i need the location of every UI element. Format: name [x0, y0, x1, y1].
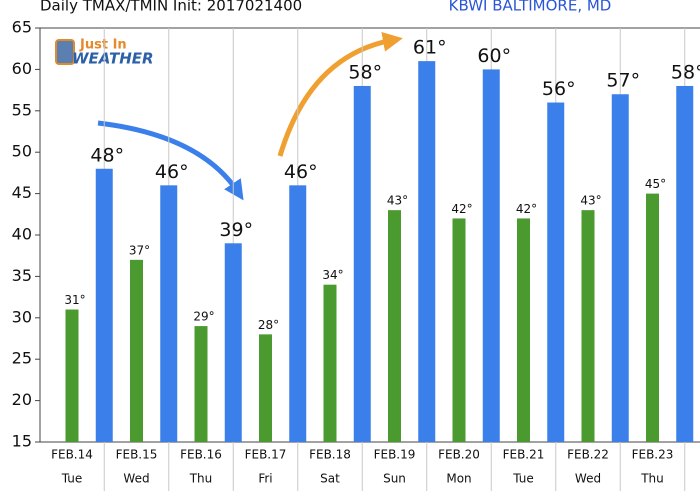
bar	[130, 259, 143, 442]
y-tick-label: 55	[12, 100, 32, 119]
logo-line1: Just In	[79, 38, 127, 53]
x-tick-label: FEB.17	[245, 448, 287, 462]
y-tick-label: 50	[12, 142, 32, 161]
y-tick-label: 40	[12, 225, 32, 244]
bar	[388, 210, 401, 442]
x-weekday-label: Thu	[189, 472, 213, 486]
data-label: 56°	[542, 78, 576, 100]
x-weekday-label: Sat	[320, 472, 340, 486]
data-label: 28°	[258, 318, 279, 332]
y-tick-label: 30	[12, 307, 32, 326]
bar	[418, 61, 436, 443]
x-tick-label: FEB.23	[632, 448, 674, 462]
x-tick-label: FEB.22	[567, 448, 609, 462]
bar	[289, 185, 307, 442]
x-tick-label: FEB.21	[503, 448, 545, 462]
x-tick-label: FEB.19	[374, 448, 416, 462]
bar	[547, 102, 565, 443]
data-label: 61°	[413, 37, 447, 59]
bar	[160, 185, 178, 442]
x-tick-label: FEB.20	[438, 448, 480, 462]
data-label: 46°	[284, 161, 318, 183]
x-weekday-label: Tue	[61, 472, 83, 486]
x-weekday-label: Wed	[575, 472, 601, 486]
chart-subtitle: KBWI BALTIMORE, MD	[449, 0, 612, 15]
y-tick-label: 45	[12, 183, 32, 202]
bar	[611, 94, 629, 443]
x-tick-label: FEB.16	[180, 448, 222, 462]
data-label: 42°	[516, 202, 537, 216]
arrow	[97, 120, 244, 201]
x-tick-label: FEB.14	[51, 448, 93, 462]
data-label: 42°	[451, 202, 472, 216]
y-tick-label: 25	[12, 349, 32, 368]
data-label: 60°	[477, 45, 511, 67]
x-weekday-label: Mon	[446, 472, 471, 486]
bar	[323, 284, 337, 442]
data-label: 29°	[193, 310, 214, 324]
y-tick-label: 15	[12, 432, 32, 451]
data-label: 58°	[348, 61, 382, 83]
bar	[482, 69, 500, 443]
bar	[194, 326, 208, 442]
y-tick-label: 20	[12, 390, 32, 409]
arrow	[277, 31, 403, 157]
bar	[676, 85, 694, 443]
x-weekday-label: Fri	[258, 472, 272, 486]
data-label: 57°	[606, 70, 640, 92]
y-tick-label: 35	[12, 266, 32, 285]
bar	[452, 218, 466, 442]
data-label: 46°	[155, 161, 189, 183]
data-label: 43°	[580, 194, 601, 208]
logo-icon	[55, 39, 75, 65]
logo-line2: WEATHER	[72, 50, 154, 68]
bar	[646, 193, 659, 442]
bar	[65, 309, 79, 442]
y-tick-label: 65	[12, 18, 32, 37]
data-label: 39°	[219, 219, 253, 241]
y-tick-label: 60	[12, 59, 32, 78]
data-label: 34°	[322, 268, 343, 282]
bar	[224, 243, 242, 442]
bar	[581, 210, 595, 442]
x-tick-label: FEB.15	[116, 448, 158, 462]
bar	[353, 85, 371, 443]
x-weekday-label: Wed	[123, 472, 149, 486]
x-weekday-label: Thu	[640, 472, 664, 486]
data-label: 43°	[387, 194, 408, 208]
data-label: 45°	[645, 177, 666, 191]
x-weekday-label: Tue	[512, 472, 534, 486]
data-label: 58°	[671, 61, 700, 83]
x-weekday-label: Sun	[383, 472, 406, 486]
bar	[259, 334, 272, 442]
data-label: 48°	[90, 144, 124, 166]
x-tick-label: FEB.18	[309, 448, 351, 462]
data-label: 37°	[129, 243, 150, 257]
logo: Just In WEATHER	[55, 38, 154, 68]
bar	[517, 218, 530, 442]
data-label: 31°	[64, 293, 85, 307]
bar	[95, 168, 113, 442]
chart-title: Daily TMAX/TMIN Init: 2017021400	[40, 0, 302, 15]
